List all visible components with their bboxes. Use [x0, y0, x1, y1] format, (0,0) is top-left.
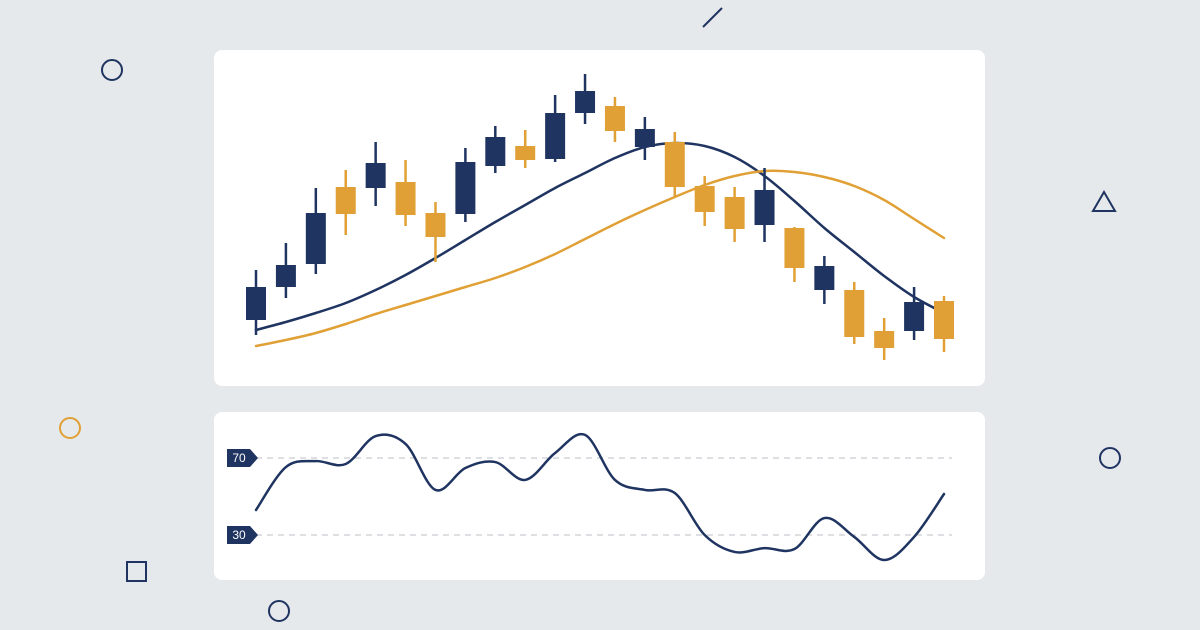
price-panel [214, 50, 985, 386]
candle-body [664, 142, 685, 187]
candle-body [874, 331, 895, 348]
decor-circle [59, 417, 81, 439]
candle-body [754, 190, 775, 225]
candle-body [485, 137, 506, 166]
candle-body [604, 106, 625, 131]
plot-layer: 30 70 [227, 74, 954, 562]
decor-triangle [1091, 190, 1117, 212]
decor-circle [101, 59, 123, 81]
candle-body [634, 129, 655, 147]
candle-body [934, 301, 954, 339]
y-tick-label: 70 [232, 451, 246, 465]
candle-body [455, 162, 476, 214]
candle-body [395, 182, 416, 215]
decor-circle [268, 600, 290, 622]
candle-body [694, 186, 715, 212]
candle-body [305, 213, 326, 264]
y-tick-label: 30 [232, 528, 246, 542]
candle-body [575, 91, 596, 113]
candle-body [425, 213, 446, 237]
candle-body [904, 302, 925, 331]
rsi-line [254, 432, 946, 562]
candle-body [275, 265, 296, 287]
candle-body [365, 163, 386, 188]
candle-body [545, 113, 566, 159]
decor-slash [702, 7, 723, 28]
decor-circle [1099, 447, 1121, 469]
candle-body [784, 228, 805, 268]
moving-average [254, 141, 946, 332]
candle-body [335, 187, 356, 214]
tick-badge [227, 526, 258, 544]
decor-square [126, 561, 147, 582]
candle-body [844, 290, 865, 337]
candle-body [515, 146, 536, 160]
candle-body [814, 266, 835, 290]
moving-average [254, 169, 946, 348]
candle-body [724, 197, 745, 229]
tick-badge [227, 449, 258, 467]
candle-body [246, 287, 266, 320]
rsi-panel [214, 412, 985, 580]
